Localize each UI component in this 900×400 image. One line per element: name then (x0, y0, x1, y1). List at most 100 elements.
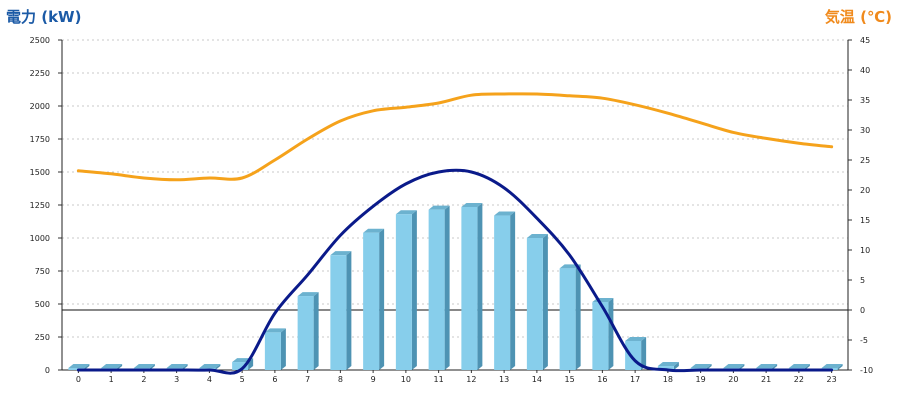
power-bar-top (494, 211, 516, 216)
x-tick-label: 21 (761, 375, 771, 384)
x-tick-label: 4 (207, 375, 212, 384)
power-bar (264, 328, 286, 370)
x-tick-label: 5 (240, 375, 245, 384)
x-tick-label: 16 (597, 375, 607, 384)
power-bar-side (477, 202, 483, 370)
right-tick-label: 5 (860, 276, 865, 285)
power-bar-side (444, 205, 450, 370)
left-tick-label: 2000 (30, 102, 50, 111)
power-bar-side (608, 298, 614, 370)
left-tick-label: 1750 (30, 135, 50, 144)
left-axis-title: 電力 (kW) (6, 8, 82, 26)
x-tick-label: 8 (338, 375, 343, 384)
right-tick-label: -10 (860, 366, 873, 375)
x-tick-label: 1 (109, 375, 114, 384)
power-bar-top (330, 251, 352, 256)
x-tick-label: 19 (696, 375, 706, 384)
power-bar (363, 228, 385, 370)
left-tick-label: 1500 (30, 168, 50, 177)
x-tick-label: 3 (174, 375, 179, 384)
power-bar-front (395, 214, 412, 370)
x-tick-label: 23 (827, 375, 837, 384)
power-bar-top (395, 210, 417, 215)
power-bar-side (542, 234, 548, 370)
power-bar-top (526, 234, 548, 238)
power-bar-side (346, 251, 352, 370)
x-tick-label: 11 (434, 375, 444, 384)
power-bar-front (657, 366, 674, 370)
power-bar-front (232, 362, 249, 370)
x-tick-label: 17 (630, 375, 640, 384)
right-tick-label: 45 (860, 36, 870, 45)
power-bar-side (215, 364, 221, 370)
power-bar-front (625, 340, 642, 370)
power-bar-front (461, 206, 478, 370)
right-tick-label: 15 (860, 216, 870, 225)
power-bar-top (723, 364, 745, 369)
power-bar-top (166, 364, 188, 369)
power-bar (428, 205, 450, 370)
right-tick-label: -5 (860, 336, 868, 345)
power-bar-side (248, 358, 254, 370)
power-bar-side (510, 211, 516, 370)
right-axis-title: 気温 (℃) (824, 8, 892, 26)
power-bar (395, 210, 417, 370)
power-bar-top (788, 364, 810, 369)
power-bar (657, 362, 679, 370)
power-bar (625, 336, 647, 370)
power-bar-side (313, 292, 319, 370)
power-bar-top (264, 328, 286, 333)
right-tick-label: 10 (860, 246, 870, 255)
power-bar (461, 202, 483, 370)
power-bar-side (379, 228, 385, 370)
power-bar-top (297, 292, 319, 297)
x-tick-label: 6 (272, 375, 277, 384)
power-bar-side (641, 336, 647, 370)
power-bars (68, 202, 843, 370)
right-tick-label: 25 (860, 156, 870, 165)
power-bar-side (280, 328, 286, 370)
power-bar-top (690, 364, 712, 369)
x-tick-label: 13 (499, 375, 509, 384)
x-tick-label: 10 (401, 375, 411, 384)
right-tick-label: 20 (860, 186, 870, 195)
power-bar-side (182, 364, 188, 370)
power-bar-top (625, 336, 647, 341)
left-tick-label: 500 (35, 300, 50, 309)
power-bar-top (756, 364, 778, 369)
power-bar (297, 292, 319, 370)
power-bar-top (68, 364, 90, 369)
x-tick-label: 2 (141, 375, 146, 384)
left-tick-label: 250 (35, 333, 50, 342)
series-lines (76, 92, 834, 375)
x-tick-label: 14 (532, 375, 542, 384)
left-tick-label: 1250 (30, 201, 50, 210)
power-bar (330, 251, 352, 370)
x-tick-label: 9 (371, 375, 376, 384)
power-bar-front (592, 302, 609, 370)
power-bar-front (330, 255, 347, 370)
left-tick-label: 2250 (30, 69, 50, 78)
power-bar-front (68, 368, 85, 370)
x-tick-label: 0 (76, 375, 81, 384)
left-tick-label: 1000 (30, 234, 50, 243)
tick-labels: 02505007501000125015001750200022502500-1… (30, 36, 873, 384)
power-bar-side (411, 210, 417, 370)
power-bar (526, 234, 548, 370)
power-bar-side (673, 362, 679, 370)
power-bar-side (837, 364, 843, 370)
power-line (76, 168, 834, 375)
power-bar-top (461, 202, 483, 207)
x-tick-label: 12 (466, 375, 476, 384)
power-bar-top (133, 364, 155, 369)
right-tick-label: 30 (860, 126, 870, 135)
power-bar (559, 264, 581, 370)
power-bar-side (575, 264, 581, 370)
grid-lines (62, 39, 848, 338)
x-tick-label: 20 (728, 375, 738, 384)
axes (58, 39, 852, 373)
power-bar-front (297, 296, 314, 370)
temperature-line (76, 92, 834, 182)
power-bar-top (363, 228, 385, 233)
left-tick-label: 0 (45, 366, 50, 375)
